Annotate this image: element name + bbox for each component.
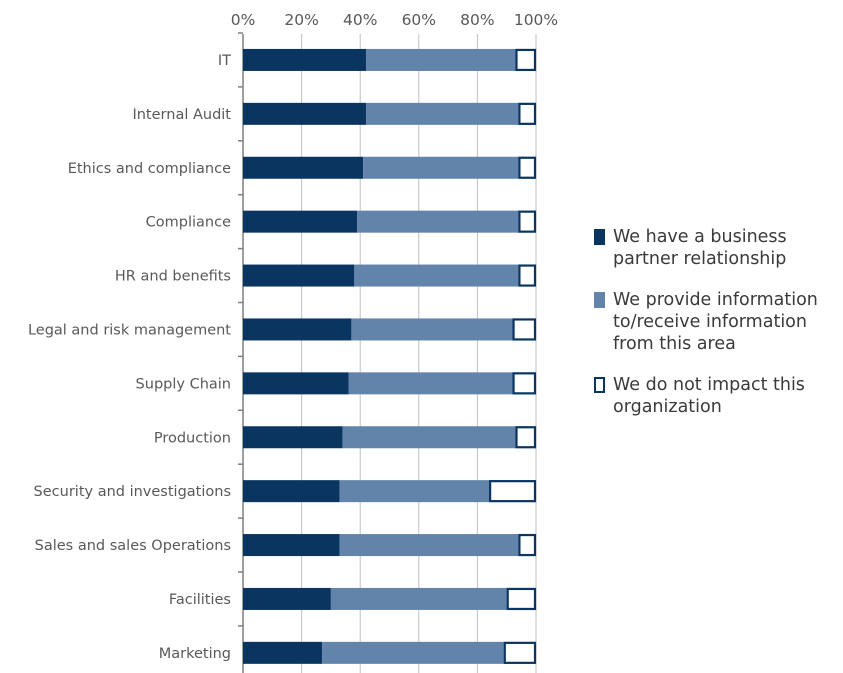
bar-segment-3 <box>518 102 537 125</box>
gridlines <box>301 34 537 673</box>
bar-segment-2 <box>363 156 519 179</box>
bar-segment-2 <box>322 641 504 664</box>
bar-segment-1 <box>243 534 340 557</box>
bar-segment-3 <box>515 426 537 449</box>
bar-segment-3 <box>518 533 537 557</box>
bar-segment-3 <box>489 480 537 503</box>
bar-segment-3 <box>512 372 537 395</box>
bar-segment-1 <box>243 264 355 287</box>
bar-segment-3 <box>512 318 537 341</box>
bar-segment-1 <box>243 102 367 125</box>
x-tick-label: 100% <box>514 11 558 29</box>
category-label: Production <box>154 430 231 446</box>
category-label: IT <box>218 53 231 69</box>
legend-swatch <box>594 292 605 308</box>
x-tick-label: 20% <box>284 11 318 29</box>
bar-segment-1 <box>243 426 343 449</box>
bar-segment-2 <box>366 48 516 71</box>
legend-item-no-impact: We do not impact this organization <box>594 374 843 418</box>
bar-segment-3 <box>506 587 537 611</box>
category-label: Compliance <box>146 215 231 231</box>
category-label: Internal Audit <box>132 107 231 123</box>
category-label: HR and benefits <box>115 269 231 285</box>
bar-segment-1 <box>243 372 349 395</box>
bar-segment-1 <box>243 48 367 71</box>
category-label: Security and investigations <box>34 484 231 500</box>
legend-item-business-partner: We have a business partner relationship <box>594 226 843 270</box>
legend-label: We do not impact this organization <box>613 375 805 417</box>
x-tick-labels: 0% 20% 40% 60% 80% 100% <box>231 11 558 29</box>
x-tick-label: 0% <box>231 11 256 29</box>
bar-segment-2 <box>342 426 516 449</box>
bar-segment-1 <box>243 587 331 610</box>
legend-label: We provide information to/receive inform… <box>613 290 818 354</box>
bar-segment-2 <box>348 372 513 395</box>
legend-item-provide-information: We provide information to/receive inform… <box>594 289 843 355</box>
bar-segment-2 <box>351 318 513 341</box>
bar-segment-1 <box>243 480 340 503</box>
legend-swatch <box>594 229 605 245</box>
x-tick-label: 40% <box>343 11 377 29</box>
bar-segment-3 <box>503 641 537 664</box>
y-axis <box>238 32 244 673</box>
category-label: Legal and risk management <box>28 322 231 338</box>
category-label: Sales and sales Operations <box>35 538 231 554</box>
bar-segment-3 <box>518 156 537 179</box>
bar-segment-3 <box>515 48 537 72</box>
x-tick-label: 80% <box>460 11 494 29</box>
bar-segment-1 <box>243 641 323 664</box>
category-labels: IT Internal Audit Ethics and compliance Com… <box>28 53 231 662</box>
category-label: Ethics and compliance <box>68 161 231 177</box>
bar-segment-1 <box>243 318 352 341</box>
category-label: Facilities <box>169 592 231 608</box>
category-label: Supply Chain <box>136 376 231 392</box>
x-tick-label: 60% <box>402 11 436 29</box>
bar-segment-3 <box>518 264 537 287</box>
bar-segment-2 <box>357 210 519 233</box>
bar-segment-2 <box>339 480 490 503</box>
legend-swatch <box>594 377 605 393</box>
bar-segment-2 <box>354 264 519 287</box>
bar-segment-3 <box>518 210 537 233</box>
category-label: Marketing <box>159 646 231 662</box>
bar-segment-1 <box>243 156 364 179</box>
bar-segment-2 <box>339 534 519 557</box>
legend-label: We have a business partner relationship <box>613 227 787 269</box>
bars <box>243 48 537 664</box>
bar-segment-2 <box>366 102 519 125</box>
bar-segment-2 <box>330 587 507 610</box>
bar-segment-1 <box>243 210 358 233</box>
legend: We have a business partner relationship … <box>594 226 843 437</box>
